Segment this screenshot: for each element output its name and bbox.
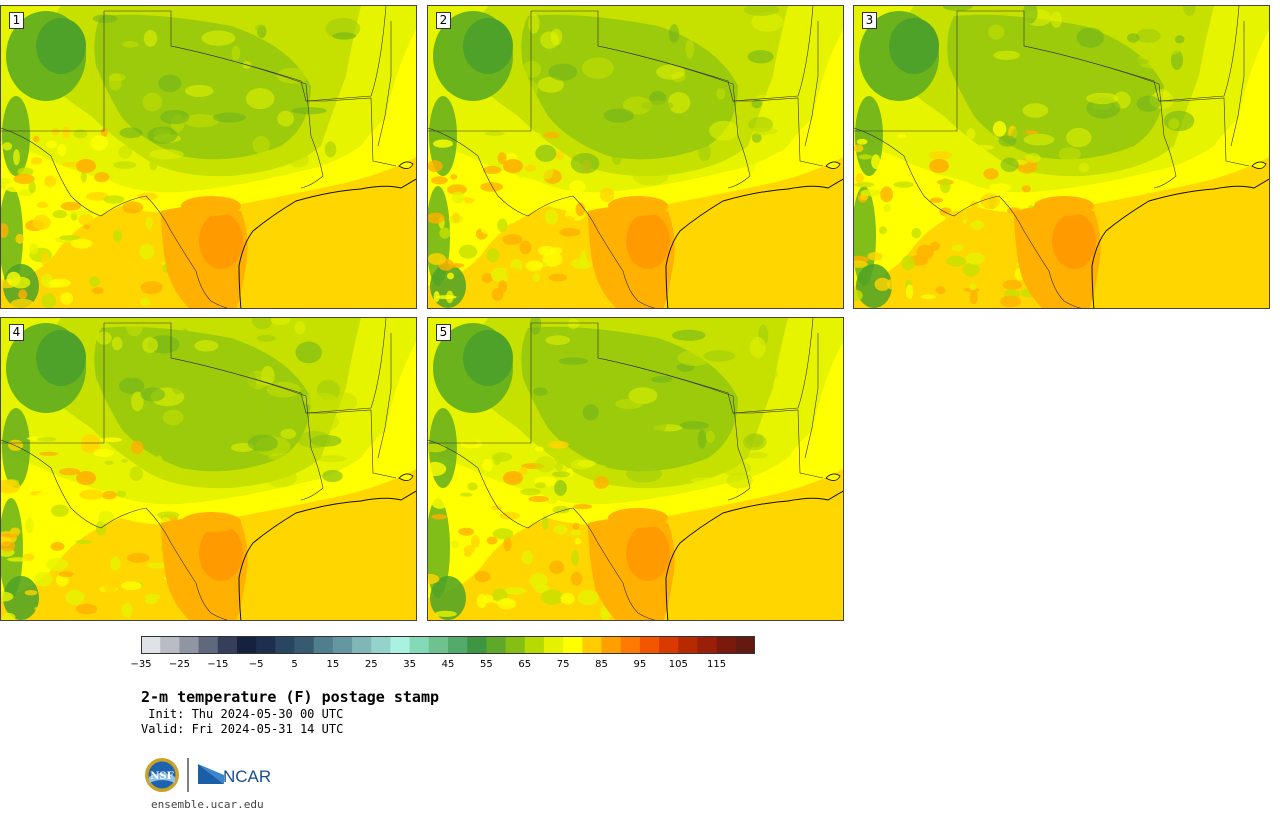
colorbar-bin-14 bbox=[409, 636, 430, 654]
member-label-5: 5 bbox=[436, 324, 451, 341]
colorbar-bin-19 bbox=[505, 636, 526, 654]
colorbar-tick-label: 105 bbox=[668, 659, 688, 670]
temperature-colorbar bbox=[141, 636, 755, 654]
temperature-map-3 bbox=[854, 6, 1269, 308]
member-label-4: 4 bbox=[9, 324, 24, 341]
colorbar-tick-label: 55 bbox=[480, 659, 493, 670]
colorbar-tick-label: −35 bbox=[130, 659, 152, 670]
colorbar-bin-13 bbox=[390, 636, 411, 654]
colorbar-bin-25 bbox=[620, 636, 641, 654]
member-label-2: 2 bbox=[436, 12, 451, 29]
colorbar-tick-label: −15 bbox=[207, 659, 229, 670]
valid-time: Valid: Fri 2024-05-31 14 UTC bbox=[141, 722, 344, 736]
map-panel-member-2: 2 bbox=[427, 5, 844, 309]
colorbar-bin-29 bbox=[697, 636, 718, 654]
colorbar-bin-11 bbox=[352, 636, 372, 654]
colorbar-bin-17 bbox=[467, 636, 487, 654]
svg-text:NSF: NSF bbox=[150, 771, 173, 782]
member-label-1: 1 bbox=[9, 12, 24, 29]
nsf-logo: NSF bbox=[145, 758, 179, 792]
member-label-3: 3 bbox=[862, 12, 877, 29]
colorbar-bin-1 bbox=[160, 636, 180, 654]
temperature-map-5 bbox=[428, 318, 843, 620]
colorbar-tick-label: 35 bbox=[403, 659, 416, 670]
colorbar-tick-label: 15 bbox=[326, 659, 340, 670]
colorbar-bin-10 bbox=[332, 636, 353, 654]
map-panel-member-5: 5 bbox=[427, 317, 844, 621]
colorbar-bin-20 bbox=[524, 636, 545, 654]
colorbar-tick-label: 95 bbox=[633, 659, 647, 670]
temperature-map-4 bbox=[1, 318, 416, 620]
sponsor-logos: NSF NCAR bbox=[144, 757, 274, 793]
colorbar-tick-label: −25 bbox=[168, 659, 190, 670]
colorbar-bin-23 bbox=[582, 636, 602, 654]
colorbar-bin-3 bbox=[198, 636, 219, 654]
colorbar-bin-22 bbox=[563, 636, 583, 654]
init-time: Init: Thu 2024-05-30 00 UTC bbox=[141, 707, 344, 721]
colorbar-bin-6 bbox=[256, 636, 276, 654]
map-panel-member-4: 4 bbox=[0, 317, 417, 621]
temperature-map-1 bbox=[1, 6, 416, 308]
colorbar-bin-24 bbox=[601, 636, 622, 654]
website-url: ensemble.ucar.edu bbox=[151, 798, 264, 811]
colorbar-bin-9 bbox=[313, 636, 334, 654]
colorbar-tick-label: 25 bbox=[364, 659, 378, 670]
colorbar-tick-label: 85 bbox=[595, 659, 608, 670]
plot-title: 2-m temperature (F) postage stamp bbox=[141, 688, 440, 706]
colorbar-tick-label: 75 bbox=[556, 659, 570, 670]
colorbar-bin-16 bbox=[448, 636, 468, 654]
colorbar-bin-26 bbox=[639, 636, 660, 654]
colorbar-bin-4 bbox=[217, 636, 238, 654]
temperature-map-2 bbox=[428, 6, 843, 308]
colorbar-tick-label: 65 bbox=[518, 659, 532, 670]
colorbar-bin-31 bbox=[735, 636, 755, 654]
colorbar-bin-21 bbox=[543, 636, 564, 654]
colorbar-bin-7 bbox=[275, 636, 295, 654]
colorbar-bin-2 bbox=[179, 636, 200, 654]
colorbar-tick-label: 115 bbox=[707, 659, 727, 670]
colorbar-tick-label: −5 bbox=[248, 659, 264, 670]
colorbar-bin-5 bbox=[236, 636, 257, 654]
colorbar-bin-15 bbox=[428, 636, 449, 654]
ncar-logo: NCAR bbox=[198, 764, 271, 786]
colorbar-bin-18 bbox=[486, 636, 507, 654]
colorbar-tick-label: 5 bbox=[291, 659, 298, 670]
map-panel-member-3: 3 bbox=[853, 5, 1270, 309]
colorbar-bin-8 bbox=[294, 636, 315, 654]
colorbar-bin-30 bbox=[716, 636, 737, 654]
colorbar-tick-label: 45 bbox=[441, 659, 455, 670]
colorbar-bin-12 bbox=[371, 636, 391, 654]
colorbar-bin-27 bbox=[659, 636, 679, 654]
map-panel-member-1: 1 bbox=[0, 5, 417, 309]
svg-text:NCAR: NCAR bbox=[223, 767, 271, 786]
colorbar-bin-28 bbox=[678, 636, 698, 654]
colorbar-bin-0 bbox=[141, 636, 161, 654]
